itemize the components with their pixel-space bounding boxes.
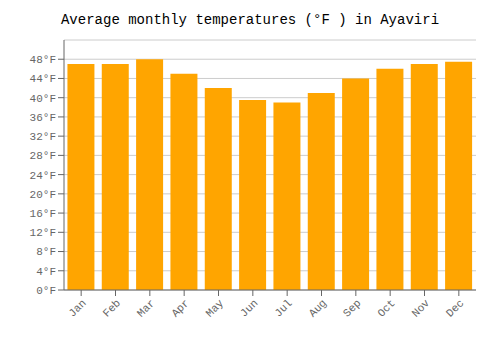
svg-text:Dec: Dec [444, 297, 466, 319]
svg-text:Sep: Sep [341, 297, 363, 319]
svg-text:12°F: 12°F [30, 227, 56, 239]
svg-text:Mar: Mar [135, 297, 157, 319]
svg-text:Aug: Aug [307, 297, 329, 319]
svg-text:4°F: 4°F [36, 266, 56, 278]
svg-text:20°F: 20°F [30, 189, 56, 201]
html-text:Average monthly temperatures (: Average monthly temperatures (°F ) in Ay… [61, 12, 439, 28]
svg-text:36°F: 36°F [30, 112, 56, 124]
svg-text:Feb: Feb [101, 297, 123, 319]
svg-text:48°F: 48°F [30, 54, 56, 66]
svg-text:Jul: Jul [272, 297, 294, 319]
svg-text:May: May [204, 297, 227, 320]
svg-text:Jun: Jun [238, 297, 260, 319]
svg-text:44°F: 44°F [30, 73, 56, 85]
svg-text:24°F: 24°F [30, 170, 56, 182]
svg-text:28°F: 28°F [30, 150, 56, 162]
svg-text:Apr: Apr [169, 297, 191, 319]
svg-text:40°F: 40°F [30, 93, 56, 105]
svg-text:32°F: 32°F [30, 131, 56, 143]
svg-text:8°F: 8°F [36, 246, 56, 258]
svg-text:Jan: Jan [66, 297, 88, 319]
svg-text:Nov: Nov [410, 297, 433, 320]
svg-text:0°F: 0°F [36, 285, 56, 297]
svg-text:16°F: 16°F [30, 208, 56, 220]
svg-text:Oct: Oct [375, 297, 397, 319]
